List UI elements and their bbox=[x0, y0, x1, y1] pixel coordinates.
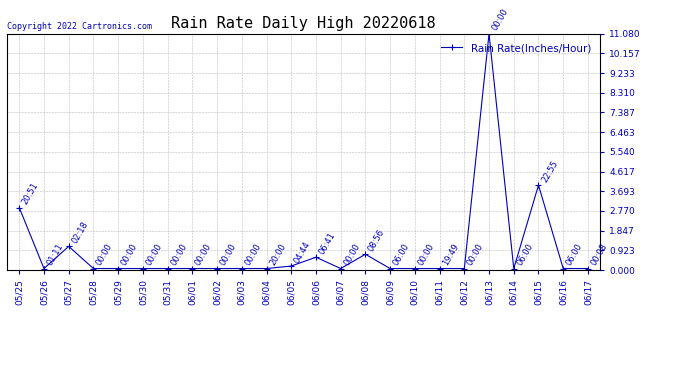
Rain Rate(Inches/Hour) bbox=[65, 244, 73, 249]
Rain Rate(Inches/Hour) bbox=[584, 266, 592, 271]
Text: 06:00: 06:00 bbox=[564, 242, 584, 267]
Text: 00:00: 00:00 bbox=[95, 242, 115, 267]
Text: 00:00: 00:00 bbox=[219, 242, 238, 267]
Rain Rate(Inches/Hour) bbox=[485, 32, 493, 36]
Legend: Rain Rate(Inches/Hour): Rain Rate(Inches/Hour) bbox=[437, 39, 595, 57]
Rain Rate(Inches/Hour) bbox=[164, 266, 172, 271]
Rain Rate(Inches/Hour) bbox=[114, 266, 122, 271]
Rain Rate(Inches/Hour) bbox=[262, 266, 270, 271]
Text: 20:51: 20:51 bbox=[21, 181, 40, 206]
Text: 04:44: 04:44 bbox=[293, 240, 313, 265]
Text: 06:00: 06:00 bbox=[391, 242, 411, 267]
Text: 00:00: 00:00 bbox=[194, 242, 213, 267]
Text: 00:00: 00:00 bbox=[466, 242, 485, 267]
Text: 22:55: 22:55 bbox=[540, 159, 560, 184]
Text: 19:49: 19:49 bbox=[441, 242, 461, 267]
Rain Rate(Inches/Hour) bbox=[386, 266, 394, 271]
Text: Copyright 2022 Cartronics.com: Copyright 2022 Cartronics.com bbox=[7, 22, 152, 32]
Rain Rate(Inches/Hour) bbox=[237, 266, 246, 271]
Text: 01:11: 01:11 bbox=[46, 242, 65, 267]
Text: 00:00: 00:00 bbox=[144, 242, 164, 267]
Text: 00:00: 00:00 bbox=[342, 242, 362, 267]
Rain Rate(Inches/Hour) bbox=[534, 183, 542, 188]
Text: 00:00: 00:00 bbox=[119, 242, 139, 267]
Rain Rate(Inches/Hour) bbox=[89, 266, 97, 271]
Rain Rate(Inches/Hour) bbox=[40, 266, 48, 271]
Rain Rate(Inches/Hour) bbox=[213, 266, 221, 271]
Title: Rain Rate Daily High 20220618: Rain Rate Daily High 20220618 bbox=[171, 16, 436, 31]
Text: 00:08: 00:08 bbox=[589, 242, 609, 267]
Rain Rate(Inches/Hour) bbox=[15, 206, 23, 210]
Rain Rate(Inches/Hour) bbox=[287, 264, 295, 268]
Rain Rate(Inches/Hour) bbox=[188, 266, 197, 271]
Rain Rate(Inches/Hour) bbox=[337, 266, 345, 271]
Rain Rate(Inches/Hour) bbox=[559, 266, 567, 271]
Rain Rate(Inches/Hour) bbox=[510, 266, 518, 271]
Rain Rate(Inches/Hour) bbox=[435, 266, 444, 271]
Text: 06:41: 06:41 bbox=[317, 231, 337, 256]
Text: 08:56: 08:56 bbox=[367, 228, 386, 253]
Rain Rate(Inches/Hour) bbox=[312, 255, 320, 260]
Text: 00:00: 00:00 bbox=[243, 242, 263, 267]
Line: Rain Rate(Inches/Hour): Rain Rate(Inches/Hour) bbox=[17, 31, 591, 271]
Text: 00:00: 00:00 bbox=[169, 242, 188, 267]
Rain Rate(Inches/Hour) bbox=[139, 266, 147, 271]
Text: 00:00: 00:00 bbox=[416, 242, 436, 267]
Rain Rate(Inches/Hour) bbox=[460, 266, 469, 271]
Text: 06:00: 06:00 bbox=[515, 242, 535, 267]
Text: 00:00: 00:00 bbox=[491, 7, 510, 32]
Rain Rate(Inches/Hour) bbox=[362, 252, 370, 257]
Text: 20:00: 20:00 bbox=[268, 242, 288, 267]
Rain Rate(Inches/Hour) bbox=[411, 266, 419, 271]
Text: 02:18: 02:18 bbox=[70, 220, 90, 245]
